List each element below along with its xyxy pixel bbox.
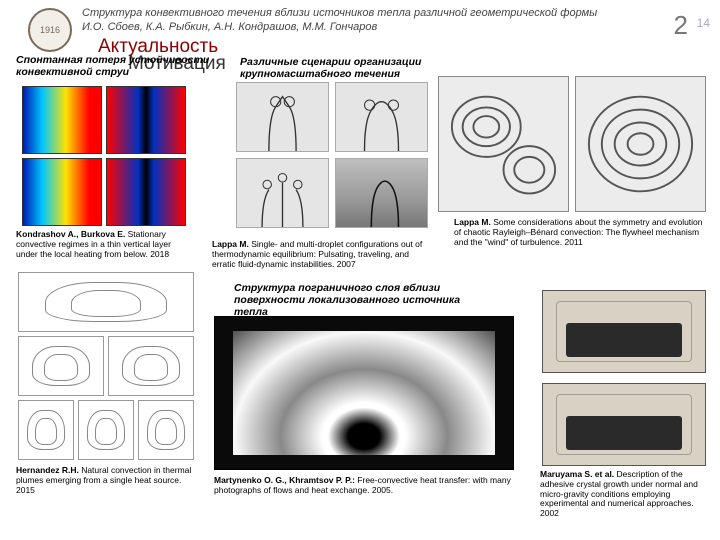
caption-author: Kondrashov A., Burkova E. (16, 229, 125, 239)
contour-panel (108, 336, 194, 396)
martynenko-figure (214, 316, 514, 470)
hernandez-caption: Hernandez R.H. Natural convection in the… (16, 466, 196, 495)
swirl-panel (438, 76, 569, 212)
thermal-panel (106, 158, 186, 226)
contour-panel (138, 400, 194, 460)
caption-author: Lappa M. (454, 217, 491, 227)
thermal-panel (22, 158, 102, 226)
paper-title: Структура конвективного течения вблизи и… (82, 7, 597, 19)
page-number: 2 (674, 10, 688, 41)
lappa2011-caption: Lappa M. Some considerations about the s… (454, 218, 706, 247)
contour-panel (78, 400, 134, 460)
contour-panel (18, 336, 104, 396)
kondrashov-figure (22, 86, 186, 226)
caption-author: Martynenko O. G., Khramtsov P. P.: (214, 475, 355, 485)
plume-panel (236, 158, 329, 228)
hernandez-figure (18, 272, 194, 460)
lappa2007-figure (236, 82, 428, 228)
heading-boundary-layer: Структура пограничного слоя вблизи повер… (234, 282, 494, 318)
maruyama-caption: Maruyama S. et al. Description of the ad… (540, 470, 710, 519)
lappa2011-figure (438, 76, 706, 212)
plume-panel (236, 82, 329, 152)
maruyama-figure (542, 290, 706, 466)
paper-authors: И.О. Сбоев, К.А. Рыбкин, А.Н. Кондрашов,… (82, 21, 377, 33)
caption-author: Hernandez R.H. (16, 465, 79, 475)
university-logo: 1916 (28, 8, 72, 52)
thermal-panel (22, 86, 102, 154)
caption-author: Lappa M. (212, 239, 249, 249)
kondrashov-caption: Kondrashov A., Burkova E. Stationary con… (16, 230, 186, 259)
heading-scenarios: Различные сценарии организации крупномас… (240, 56, 470, 80)
plume-panel (335, 82, 428, 152)
heading-instability: Спонтанная потеря устойчивости конвектив… (16, 54, 226, 78)
swirl-panel (575, 76, 706, 212)
caption-author: Maruyama S. et al. (540, 469, 614, 479)
plume-panel (335, 158, 428, 228)
schlieren-image (233, 331, 495, 455)
contour-panel (18, 400, 74, 460)
lappa2007-caption: Lappa M. Single- and multi-droplet confi… (212, 240, 430, 269)
crystal-panel (542, 383, 706, 466)
contour-panel (18, 272, 194, 332)
thermal-panel (106, 86, 186, 154)
crystal-panel (542, 290, 706, 373)
martynenko-caption: Martynenko O. G., Khramtsov P. P.: Free-… (214, 476, 514, 496)
page-total: 14 (697, 16, 710, 30)
caption-text: Some considerations about the symmetry a… (454, 217, 703, 247)
